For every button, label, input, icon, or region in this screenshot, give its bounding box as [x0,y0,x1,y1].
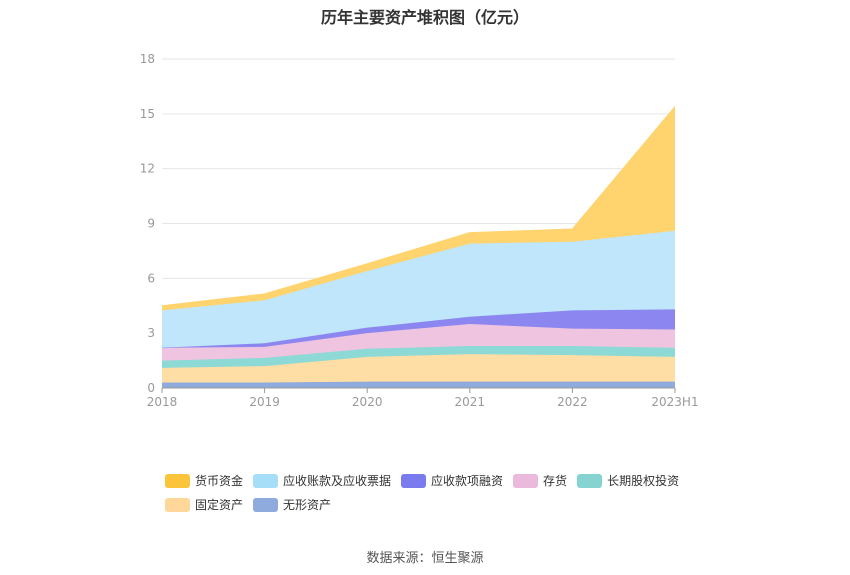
area-series-3[interactable] [162,324,675,361]
area-series-0[interactable] [162,381,675,388]
legend: 货币资金 应收账款及应收票据 应收款项融资 存货 长期股权投资固定资产 无形资产 [165,472,725,513]
y-tick-label: 12 [140,162,155,176]
source-note: 数据来源：恒生聚源 [366,551,484,566]
legend-item[interactable]: 存货 [513,472,567,489]
legend-item[interactable]: 固定资产 [165,496,243,513]
area-series-4[interactable] [162,309,675,348]
x-axis: 2018 2019 2020 2021 2022 2023H1 [147,387,699,409]
legend-item[interactable]: 应收款项融资 [401,472,503,489]
legend-swatch [253,497,279,512]
legend-swatch [577,473,603,488]
area-series-edge-5 [161,230,676,311]
area-series [161,106,676,388]
legend-label: 货币资金 [195,474,244,488]
y-tick-label: 3 [147,326,155,340]
y-tick-label: 15 [140,107,155,121]
x-tick-label: 2022 [557,395,588,409]
legend-swatch [165,497,190,512]
y-axis-ticks: 0 3 6 9 12 15 18 [140,52,155,395]
legend-label: 无形资产 [283,498,332,512]
legend-item[interactable]: 应收账款及应收票据 [253,472,391,489]
y-tick-label: 0 [147,381,155,395]
legend-label: 长期股权投资 [607,474,680,488]
x-tick-label: 2019 [249,395,280,409]
y-tick-label: 9 [147,217,155,231]
area-series-5[interactable] [162,230,675,348]
x-tick-label: 2020 [352,395,383,409]
area-series-edge-0 [162,381,675,384]
x-tick-label: 2018 [147,395,178,409]
x-tick-label: 2021 [455,395,486,409]
legend-item[interactable]: 长期股权投资 [577,472,679,489]
legend-item[interactable]: 无形资产 [253,496,331,513]
area-series-edge-1 [161,353,676,369]
y-tick-label: 6 [147,271,155,285]
legend-swatch [401,473,427,488]
area-series-edge-6 [161,106,676,307]
legend-label: 存货 [543,474,568,488]
legend-label: 应收款项融资 [431,474,504,488]
legend-label: 应收账款及应收票据 [283,474,392,488]
x-tick-label: 2023H1 [651,395,698,409]
legend-item[interactable]: 货币资金 [165,472,243,489]
legend-swatch [165,473,190,488]
legend-swatch [253,473,279,488]
legend-swatch [513,473,539,488]
legend-label: 固定资产 [195,498,244,512]
area-series-1[interactable] [162,354,675,383]
y-tick-label: 18 [140,52,155,66]
area-series-2[interactable] [162,345,675,368]
chart-title: 历年主要资产堆积图（亿元） [320,8,529,27]
